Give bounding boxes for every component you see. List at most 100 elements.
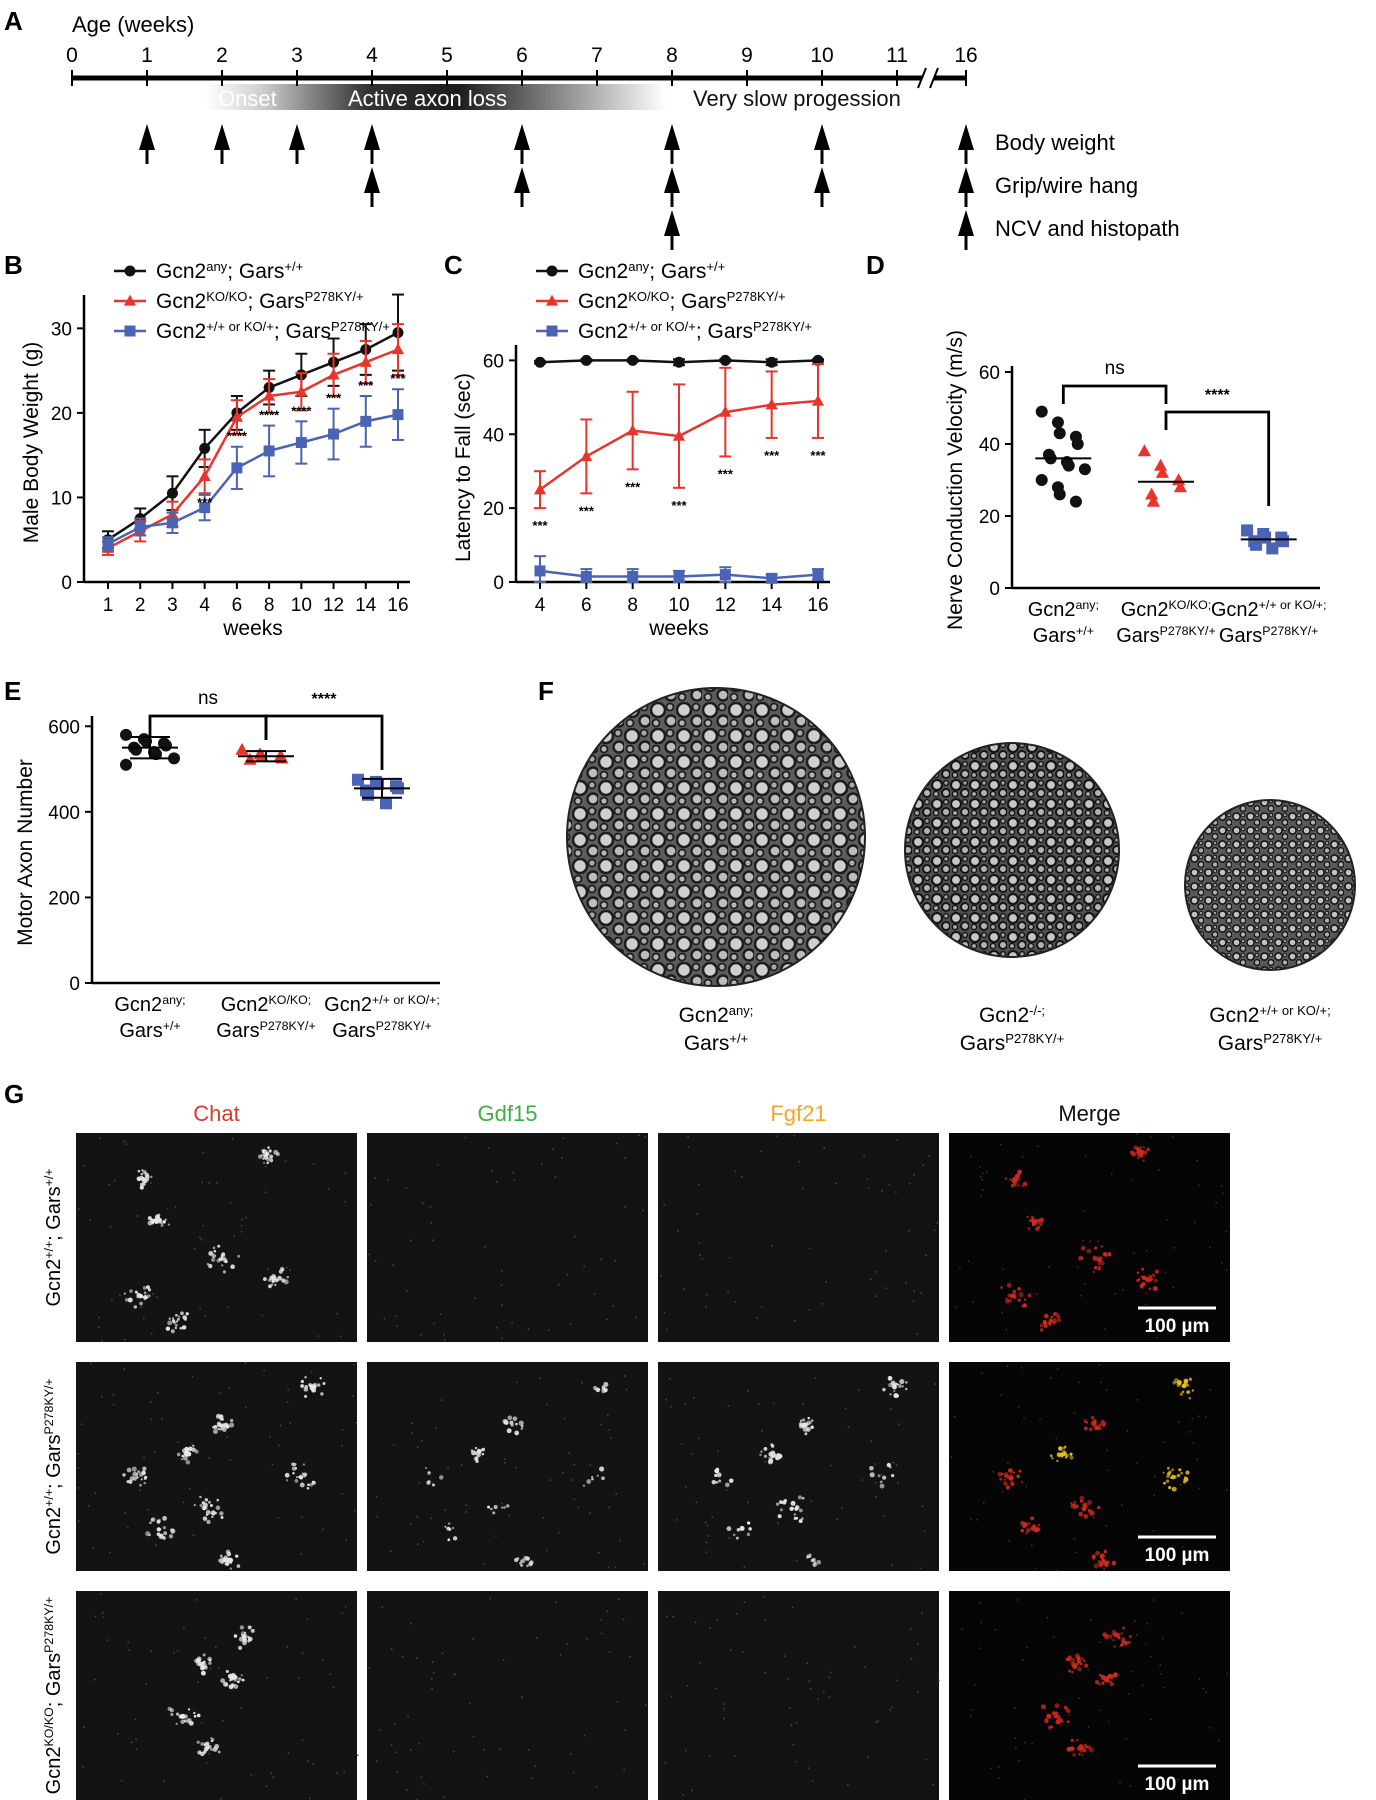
micrograph-speck (1039, 1418, 1041, 1420)
y-tick-label: 10 (51, 488, 72, 509)
micrograph-speck (586, 1638, 588, 1640)
micrograph-speck (1105, 1525, 1108, 1527)
micrograph-speck (1205, 1691, 1207, 1693)
micrograph-speck (355, 1421, 358, 1424)
cell-signal (1023, 1298, 1027, 1301)
series-line-het (107, 413, 399, 546)
cell-signal (214, 1511, 218, 1515)
micrograph-speck (500, 1284, 503, 1287)
cell-signal (474, 1446, 478, 1450)
micrograph-speck (760, 1150, 762, 1153)
cell-signal (1084, 1663, 1089, 1668)
micrograph-speck (1177, 1778, 1179, 1781)
cell-signal (1027, 1227, 1031, 1230)
micrograph-speck (191, 1375, 194, 1378)
micrograph-speck (1119, 1645, 1121, 1648)
cell-signal (156, 1532, 161, 1537)
cell-signal (1022, 1181, 1028, 1187)
micrograph-speck (193, 1248, 196, 1250)
micrograph-speck (706, 1524, 709, 1527)
micrograph-speck (500, 1270, 503, 1272)
micrograph-speck (443, 1333, 445, 1336)
micrograph-speck (472, 1638, 475, 1640)
micrograph-speck (406, 1789, 408, 1791)
cell-signal (195, 1658, 201, 1664)
micrograph-speck (997, 1766, 1000, 1768)
micrograph-speck (229, 1459, 232, 1461)
cell-signal (812, 1562, 817, 1567)
cell-signal (213, 1249, 217, 1253)
micrograph-speck (664, 1762, 667, 1764)
micrograph-speck (795, 1559, 798, 1562)
micrograph-speck (286, 1645, 289, 1648)
cell-signal (732, 1533, 736, 1537)
cell-signal (168, 1317, 171, 1320)
micrograph-speck (341, 1444, 344, 1447)
cell-signal (446, 1526, 451, 1531)
data-point-het (166, 517, 178, 529)
micrograph-speck (583, 1265, 585, 1268)
micrograph-speck (1119, 1781, 1121, 1784)
micrograph-speck (512, 1172, 514, 1174)
cell-signal (212, 1428, 219, 1435)
micrograph-speck (741, 1651, 744, 1653)
cell-signal (1079, 1662, 1083, 1666)
significance-stars: *** (718, 466, 734, 481)
micrograph-speck (623, 1769, 625, 1771)
cell-signal (476, 1448, 482, 1454)
micrograph-speck (353, 1509, 356, 1512)
micrograph-speck (976, 1518, 978, 1521)
significance-stars: **** (291, 403, 312, 418)
timeline-arrow-head (364, 124, 380, 150)
cell-signal (447, 1538, 451, 1542)
timeline-arrow-head (514, 124, 530, 150)
micrograph-speck (286, 1401, 289, 1403)
cell-signal (132, 1471, 138, 1477)
data-point-wt (1078, 463, 1091, 476)
cell-signal (515, 1422, 518, 1426)
micrograph-speck (666, 1328, 669, 1331)
micrograph-speck (1134, 1620, 1136, 1623)
data-point-het (362, 788, 374, 801)
micrograph-speck (980, 1195, 982, 1198)
cell-signal (790, 1500, 796, 1506)
micrograph-speck (577, 1506, 580, 1509)
legend-marker-het (124, 325, 136, 337)
significance-stars: **** (259, 408, 280, 423)
cell-signal (124, 1298, 129, 1302)
cell-signal (160, 1223, 164, 1227)
micrograph-speck (1001, 1490, 1003, 1493)
cell-signal (1139, 1145, 1143, 1149)
micrograph-speck (496, 1326, 498, 1329)
cell-signal (1090, 1415, 1095, 1420)
cell-signal (1171, 1468, 1174, 1472)
cell-signal (793, 1516, 797, 1520)
cell-signal (777, 1514, 782, 1519)
micrograph-speck (686, 1684, 689, 1687)
cell-signal (291, 1466, 297, 1471)
micrograph-speck (205, 1762, 208, 1764)
micrograph-speck (508, 1514, 510, 1517)
micrograph-speck (659, 1274, 662, 1277)
cell-signal (520, 1427, 524, 1430)
micrograph-speck (150, 1182, 152, 1184)
micrograph-speck (624, 1157, 626, 1160)
micrograph-speck (795, 1722, 798, 1724)
micrograph-speck (875, 1482, 877, 1484)
micrograph-speck (979, 1166, 981, 1168)
cell-signal (1073, 1500, 1077, 1504)
cell-signal (1022, 1303, 1027, 1308)
micrograph-speck (1209, 1246, 1211, 1249)
cell-signal (1017, 1298, 1022, 1303)
row-label-1: Gcn2+/+; Gars+/+ (42, 1168, 65, 1306)
cell-signal (1065, 1657, 1070, 1662)
micrograph-speck (829, 1464, 832, 1467)
cell-signal (1128, 1634, 1133, 1639)
cell-signal (181, 1325, 186, 1330)
cell-signal (133, 1305, 138, 1309)
micrograph-speck (487, 1147, 490, 1149)
micrograph-speck (1031, 1544, 1033, 1547)
micrograph-speck (269, 1435, 271, 1438)
micrograph-speck (546, 1403, 548, 1406)
cell-signal (1003, 1481, 1008, 1486)
